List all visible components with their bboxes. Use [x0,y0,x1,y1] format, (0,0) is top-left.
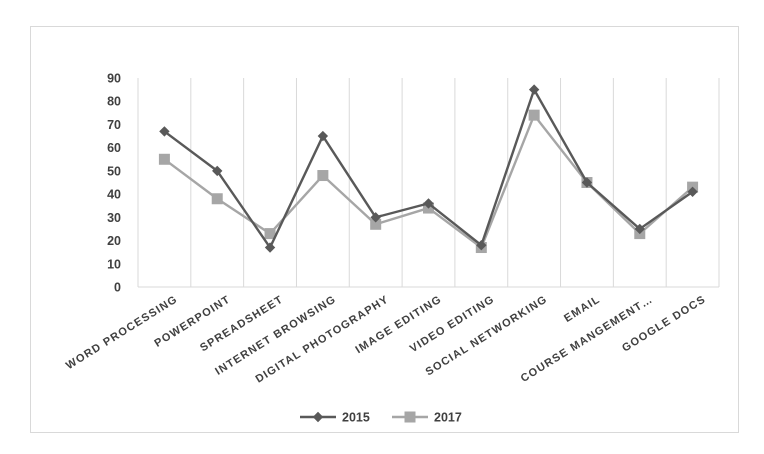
data-point-marker [423,198,434,209]
legend: 2015 2017 [300,411,462,425]
y-tick-label: 60 [107,141,121,155]
y-tick-label: 10 [107,257,121,271]
data-point-marker [370,212,381,223]
data-point-marker [476,240,487,251]
y-tick-label: 40 [107,188,121,202]
data-point-marker [159,126,170,137]
x-tick-label: IMAGE EDITING [353,293,444,356]
data-point-marker [528,84,540,95]
chart-frame [30,26,739,433]
y-tick-label: 30 [107,211,121,225]
data-point-marker [264,228,276,240]
series-2015 [159,84,698,253]
y-tick-label: 90 [107,72,121,86]
y-tick-label: 20 [107,234,121,248]
gridlines [137,78,720,287]
series-2017 [158,109,699,254]
legend-label: 2015 [342,411,370,425]
x-tick-label: EMAIL [562,293,602,324]
y-tick-label: 70 [107,118,121,132]
data-point-marker [528,109,540,121]
series-lines [158,84,699,254]
data-point-marker [634,223,645,235]
data-point-marker [312,411,324,423]
y-tick-label: 0 [114,281,121,295]
data-point-marker [317,130,329,142]
data-point-marker [687,186,698,197]
data-point-marker [211,193,223,205]
data-point-marker [404,411,416,423]
y-tick-label: 80 [107,95,121,109]
legend-label: 2017 [434,411,462,425]
data-point-marker [158,153,170,165]
data-point-marker [317,170,329,182]
y-axis: 0 10 20 30 40 50 60 70 80 90 [107,72,121,295]
x-axis: WORD PROCESSINGPOWERPOINTSPREADSHEETINTE… [64,286,719,386]
legend-item-2017: 2017 [392,411,462,425]
data-point-marker [264,242,276,253]
data-point-marker [370,218,382,230]
data-point-marker [581,177,593,188]
data-point-marker [212,165,223,177]
legend-item-2015: 2015 [300,411,370,425]
y-tick-label: 50 [107,164,121,178]
